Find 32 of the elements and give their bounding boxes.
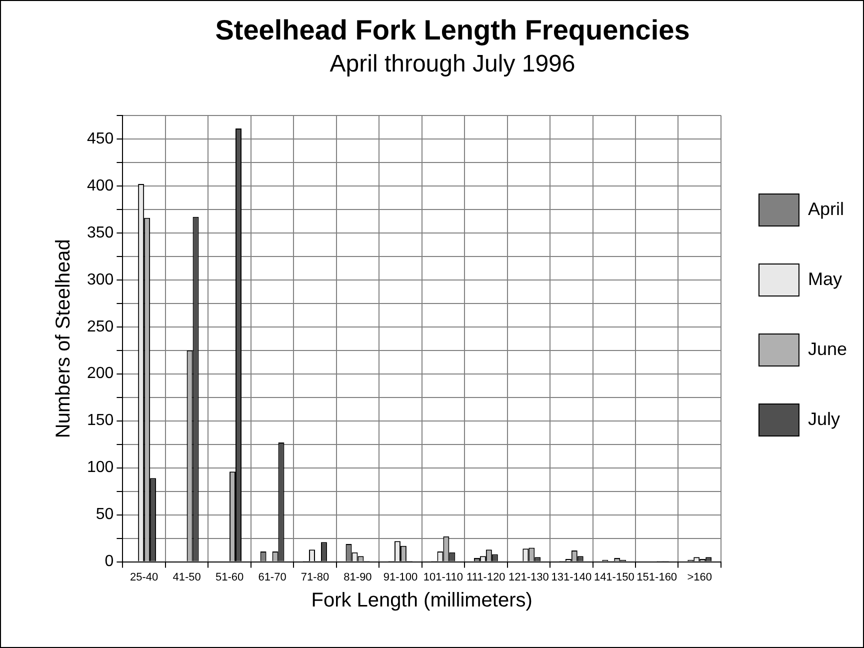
- x-tick-label: 151-160: [636, 571, 678, 584]
- legend-label: May: [808, 268, 842, 289]
- y-tick-label: 50: [96, 506, 114, 524]
- x-tick-label: 111-120: [466, 571, 506, 584]
- y-tick-label: 250: [86, 318, 114, 336]
- x-tick-label: 131-140: [551, 571, 592, 584]
- y-tick-label: 350: [86, 224, 114, 242]
- legend-label: July: [808, 408, 840, 429]
- y-tick-label: 0: [104, 553, 114, 570]
- x-tick-label: 121-130: [508, 571, 549, 584]
- x-tick-label: >160: [687, 571, 712, 584]
- x-tick-label: 101-110: [423, 571, 463, 584]
- y-tick-label: 450: [86, 130, 114, 148]
- x-tick-label: 51-60: [215, 571, 244, 584]
- y-tick-label: 200: [86, 365, 114, 382]
- y-tick-label: 100: [86, 459, 114, 476]
- chart-title: Steelhead Fork Length Frequencies: [215, 14, 690, 46]
- y-tick-label: 300: [86, 271, 114, 288]
- x-tick-label: 61-70: [258, 571, 286, 584]
- y-axis-title: Numbers of Steelhead: [52, 239, 75, 438]
- x-tick-label: 25-40: [130, 571, 158, 584]
- x-tick-label: 41-50: [172, 571, 201, 584]
- legend-label: April: [808, 198, 844, 219]
- y-tick-label: 400: [86, 177, 114, 194]
- x-axis-title: Fork Length (millimeters): [311, 590, 532, 612]
- x-tick-label: 81-90: [344, 571, 372, 584]
- x-tick-label: 141-150: [594, 571, 634, 584]
- x-tick-label: 91-100: [383, 571, 418, 584]
- chart-subtitle: April through July 1996: [330, 50, 576, 78]
- x-tick-label: 71-80: [300, 571, 330, 584]
- y-tick-label: 150: [86, 412, 114, 430]
- legend-label: June: [808, 338, 848, 359]
